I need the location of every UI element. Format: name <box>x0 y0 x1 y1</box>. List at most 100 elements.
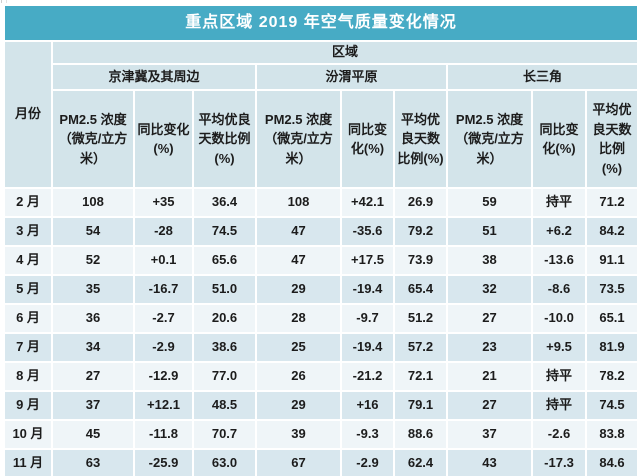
data-cell: 45 <box>51 419 135 450</box>
data-cell: 108 <box>255 187 342 218</box>
data-cell: 74.5 <box>585 390 639 421</box>
table-row: 7 月 34 -2.9 38.6 25 -19.4 57.2 23 +9.5 81.9 <box>3 332 639 363</box>
data-cell: 79.2 <box>393 216 448 247</box>
data-cell: 70.7 <box>192 419 257 450</box>
month-cell: 8 月 <box>3 361 53 392</box>
data-cell: 25 <box>255 332 342 363</box>
data-cell: +12.1 <box>133 390 194 421</box>
data-cell: 63 <box>51 448 135 476</box>
table-body: 2 月 108 +35 36.4 108 +42.1 26.9 59 持平 71.2 3 月 54 -2… <box>3 187 639 476</box>
month-cell: 2 月 <box>3 187 53 218</box>
table-title: 重点区域 2019 年空气质量变化情况 <box>3 4 639 42</box>
data-cell: 37 <box>446 419 533 450</box>
data-cell: 27 <box>51 361 135 392</box>
data-cell: 83.8 <box>585 419 639 450</box>
data-cell: -19.4 <box>340 332 395 363</box>
data-cell: +17.5 <box>340 245 395 276</box>
data-cell: 73.5 <box>585 274 639 305</box>
data-cell: 71.2 <box>585 187 639 218</box>
month-cell: 6 月 <box>3 303 53 334</box>
data-cell: 65.6 <box>192 245 257 276</box>
data-cell: -13.6 <box>531 245 587 276</box>
table-row: 2 月 108 +35 36.4 108 +42.1 26.9 59 持平 71.2 <box>3 187 639 218</box>
data-cell: 36 <box>51 303 135 334</box>
title-row: 重点区域 2019 年空气质量变化情况 <box>3 4 639 42</box>
data-cell: +35 <box>133 187 194 218</box>
data-cell: 32 <box>446 274 533 305</box>
data-cell: 26 <box>255 361 342 392</box>
data-cell: 29 <box>255 274 342 305</box>
data-cell: 27 <box>446 303 533 334</box>
data-cell: 38.6 <box>192 332 257 363</box>
group-header-jjj: 京津冀及其周边 <box>51 63 257 91</box>
data-cell: 78.2 <box>585 361 639 392</box>
data-cell: -2.9 <box>340 448 395 476</box>
data-cell: 74.5 <box>192 216 257 247</box>
data-cell: -19.4 <box>340 274 395 305</box>
month-cell: 10 月 <box>3 419 53 450</box>
month-cell: 4 月 <box>3 245 53 276</box>
data-cell: 73.9 <box>393 245 448 276</box>
data-cell: 77.0 <box>192 361 257 392</box>
table-row: 8 月 27 -12.9 77.0 26 -21.2 72.1 21 持平 78.2 <box>3 361 639 392</box>
month-cell: 7 月 <box>3 332 53 363</box>
group-header-row: 京津冀及其周边 汾渭平原 长三角 <box>4 63 639 91</box>
table-row: 6 月 36 -2.7 20.6 28 -9.7 51.2 27 -10.0 65.1 <box>3 303 639 334</box>
data-cell: 57.2 <box>393 332 448 363</box>
data-cell: -35.6 <box>340 216 395 247</box>
table-row: 3 月 54 -28 74.5 47 -35.6 79.2 51 +6.2 84.2 <box>3 216 639 247</box>
data-cell: 持平 <box>531 390 587 421</box>
table-row: 9 月 37 +12.1 48.5 29 +16 79.1 27 持平 74.5 <box>3 390 639 421</box>
data-cell: 26.9 <box>393 187 448 218</box>
data-cell: 27 <box>446 390 533 421</box>
data-cell: 72.1 <box>393 361 448 392</box>
group-header-fenwei: 汾渭平原 <box>255 63 448 91</box>
air-quality-table: 重点区域 2019 年空气质量变化情况 月份 区域 京津冀及其周边 汾渭平原 长… <box>3 4 639 476</box>
data-cell: 21 <box>446 361 533 392</box>
data-cell: 59 <box>446 187 533 218</box>
data-cell: 29 <box>255 390 342 421</box>
month-column-header: 月份 <box>3 40 53 189</box>
data-cell: +16 <box>340 390 395 421</box>
data-cell: 62.4 <box>393 448 448 476</box>
table-row: 11 月 63 -25.9 63.0 67 -2.9 62.4 43 -17.3 84.6 <box>3 448 639 476</box>
data-cell: 51.2 <box>393 303 448 334</box>
data-cell: 52 <box>51 245 135 276</box>
data-cell: 47 <box>255 245 342 276</box>
region-header: 区域 <box>51 40 639 65</box>
data-cell: 43 <box>446 448 533 476</box>
data-cell: -25.9 <box>133 448 194 476</box>
data-cell: 37 <box>51 390 135 421</box>
data-cell: +0.1 <box>133 245 194 276</box>
data-cell: 65.4 <box>393 274 448 305</box>
data-cell: 81.9 <box>585 332 639 363</box>
col-header-pm25: PM2.5 浓度（微克/立方米） <box>51 89 135 189</box>
data-cell: 持平 <box>531 361 587 392</box>
data-cell: 54 <box>51 216 135 247</box>
data-cell: -2.6 <box>531 419 587 450</box>
data-cell: 持平 <box>531 187 587 218</box>
data-cell: 67 <box>255 448 342 476</box>
data-cell: -21.2 <box>340 361 395 392</box>
data-cell: 23 <box>446 332 533 363</box>
column-header-row: PM2.5 浓度（微克/立方米） 同比变化(%) 平均优良天数比例(%) PM2… <box>4 89 639 189</box>
data-cell: 108 <box>51 187 135 218</box>
month-cell: 11 月 <box>3 448 53 476</box>
data-cell: 28 <box>255 303 342 334</box>
table-row: 10 月 45 -11.8 70.7 39 -9.3 88.6 37 -2.6 83.8 <box>3 419 639 450</box>
data-cell: 39 <box>255 419 342 450</box>
data-cell: 84.6 <box>585 448 639 476</box>
group-header-yrd: 长三角 <box>446 63 639 91</box>
data-cell: 79.1 <box>393 390 448 421</box>
data-cell: -28 <box>133 216 194 247</box>
data-cell: -2.7 <box>133 303 194 334</box>
data-cell: -8.6 <box>531 274 587 305</box>
col-header-pm25: PM2.5 浓度（微克/立方米） <box>255 89 342 189</box>
data-cell: 88.6 <box>393 419 448 450</box>
month-cell: 5 月 <box>3 274 53 305</box>
col-header-good-days: 平均优良天数比例(%) <box>192 89 257 189</box>
col-header-yoy: 同比变化(%) <box>133 89 194 189</box>
data-cell: 35 <box>51 274 135 305</box>
data-cell: +42.1 <box>340 187 395 218</box>
